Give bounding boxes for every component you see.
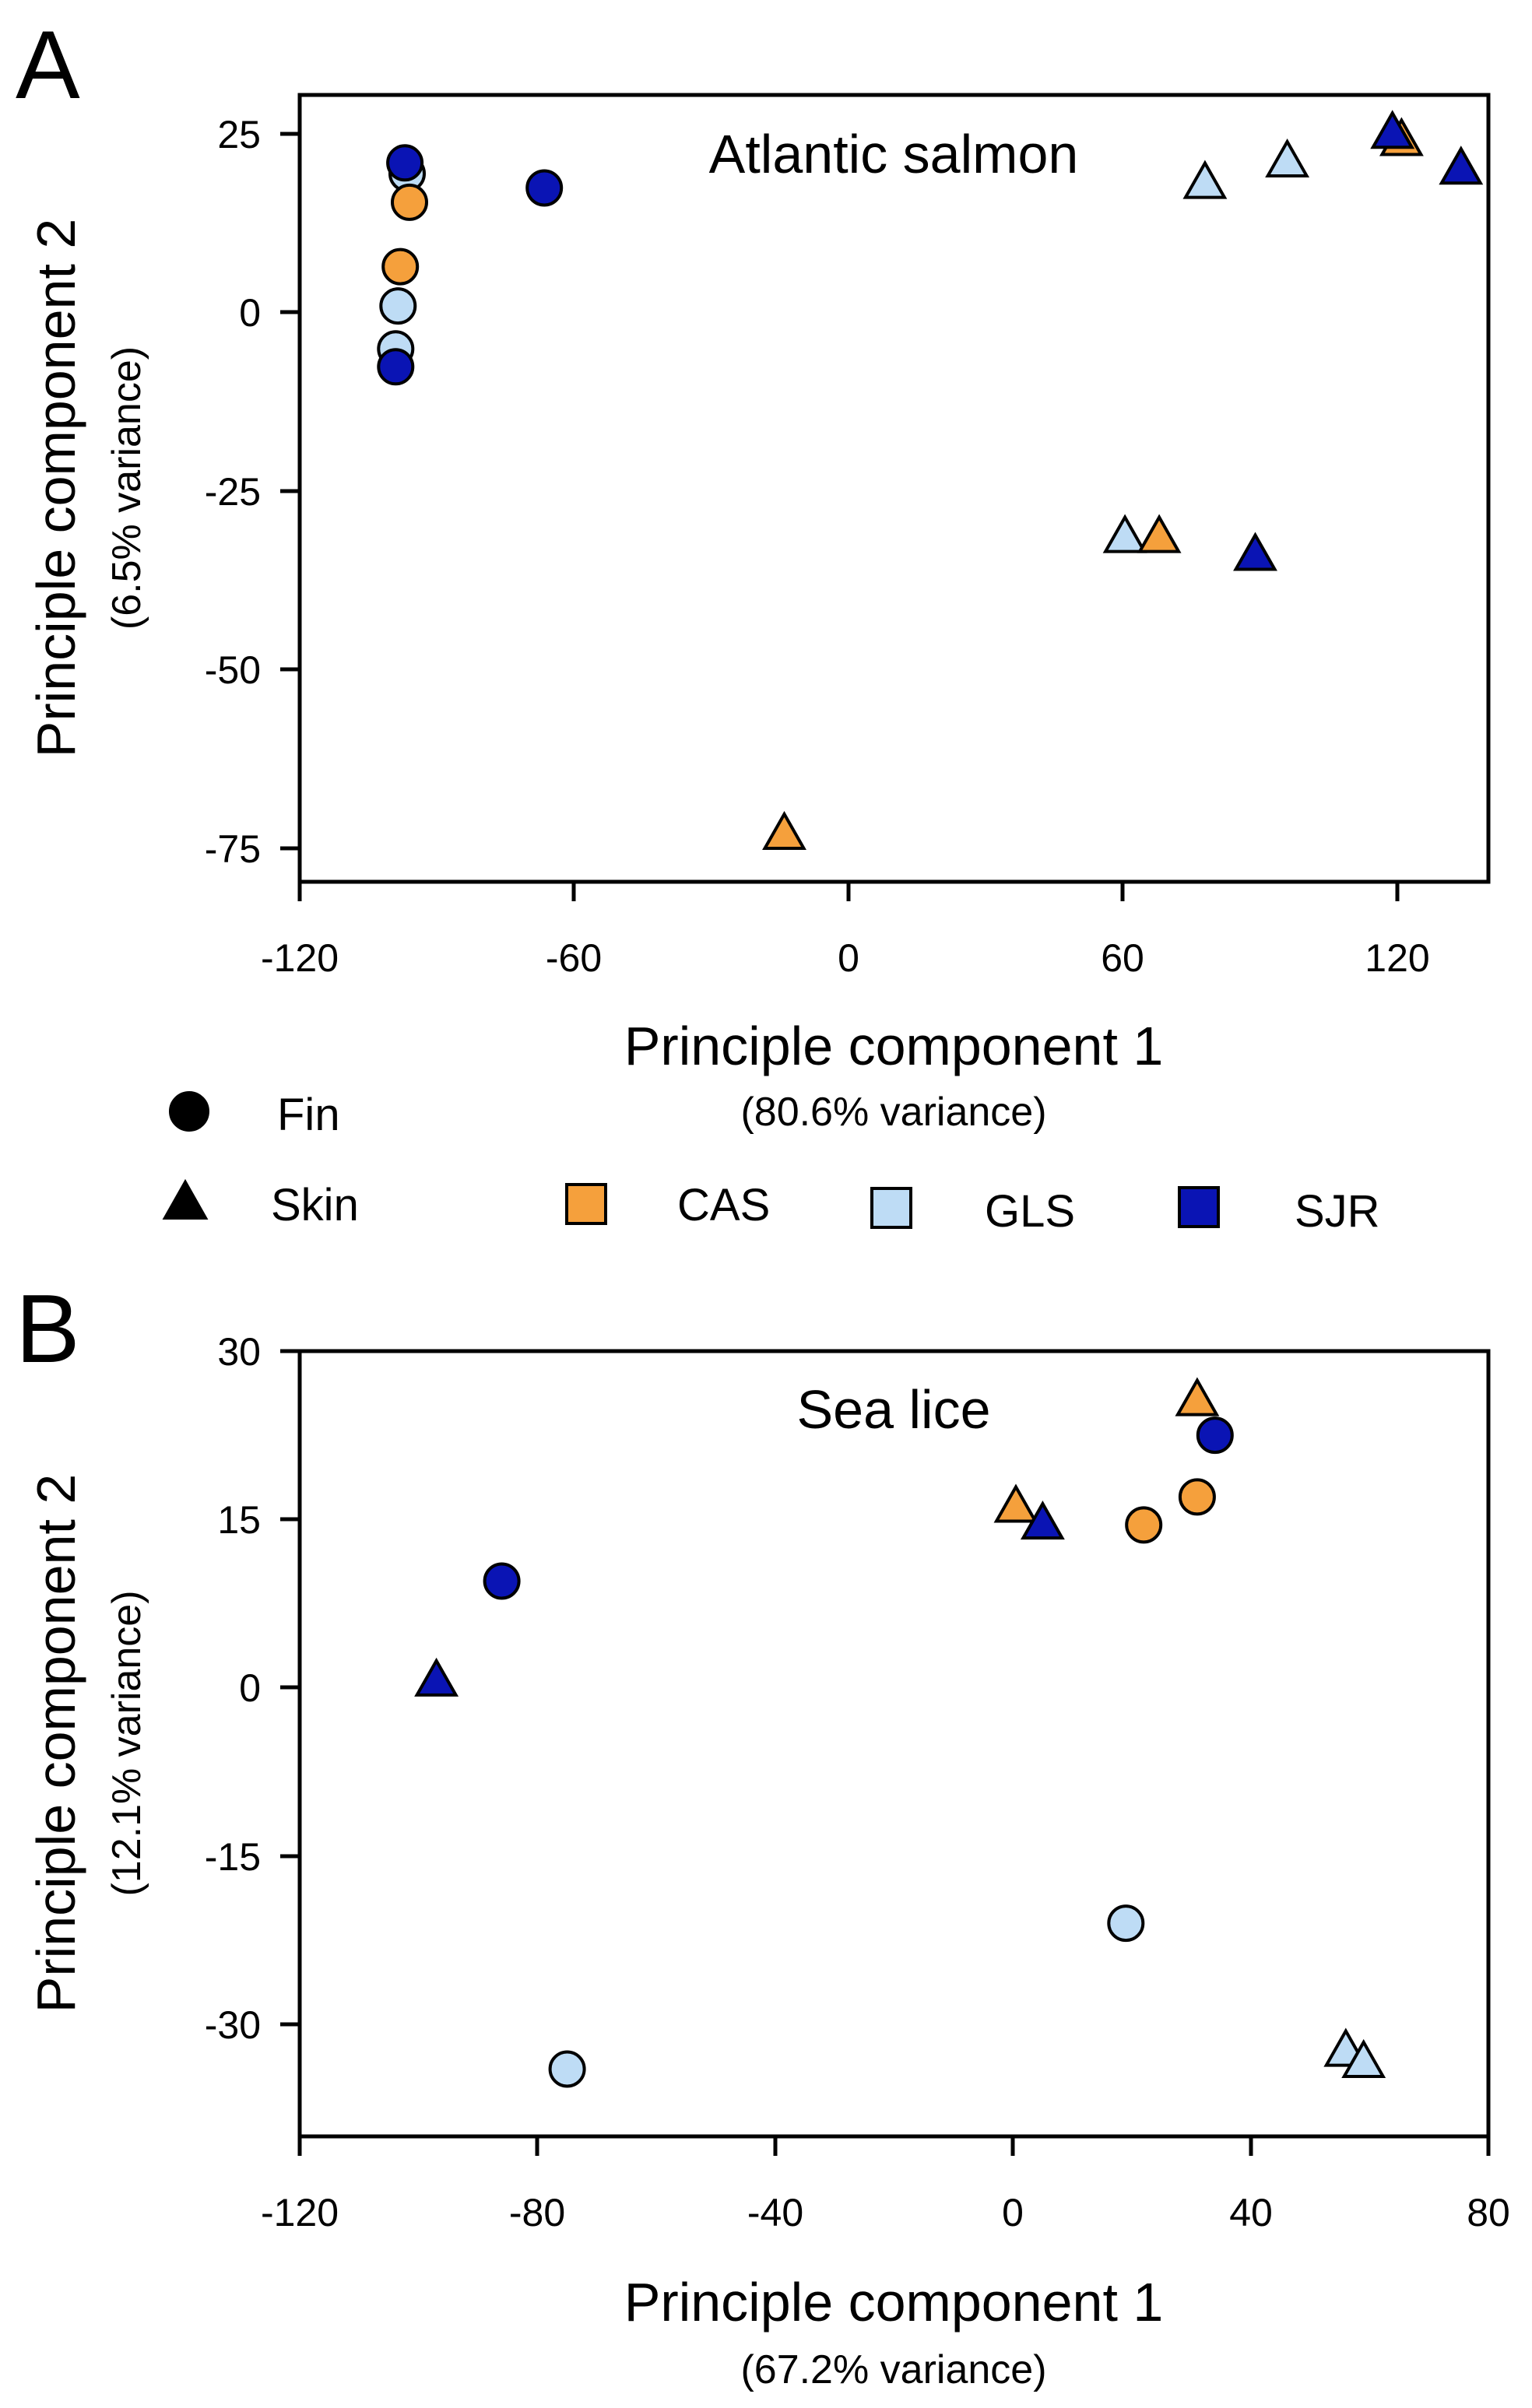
panel-b-y-axis-title: Principle component 2 [26,1474,86,2013]
data-point-fin-sjr [525,169,564,207]
legend-label-gls: GLS [985,1186,1075,1237]
panel-a-y-tick-label: 0 [239,291,261,335]
panel-b-y-tick-label: 15 [217,1498,261,1542]
panel-b: B 30 15 0 -15 -30 -120 -80 -40 0 4 [16,1276,1510,2392]
panel-b-y-tick-label: -30 [205,2003,261,2047]
panel-a-plot-frame [297,93,1491,884]
data-point-fin-sjr [1196,1416,1234,1455]
data-point-skin-gls [1102,514,1147,553]
data-point-skin-sjr [1020,1501,1065,1540]
panel-b-x-ticks: -120 -80 -40 0 40 80 [261,2136,1510,2234]
panel-a: A 25 0 -25 -50 -75 -120 -60 0 60 120 [16,12,1491,1135]
data-point-fin-cas [381,247,420,286]
panel-a-x-tick-label: 0 [838,936,859,980]
data-point-fin-gls [379,287,417,325]
panel-b-plot-frame [297,1349,1491,2139]
panel-b-x-tick-label: 40 [1229,2191,1273,2234]
panel-a-x-axis-subtitle: (80.6% variance) [740,1090,1046,1135]
panel-b-x-tick-label: 0 [1002,2191,1024,2234]
data-point-skin-sjr [1233,532,1277,571]
panel-a-y-ticks: 25 0 -25 -50 -75 [205,113,300,871]
data-point-skin-cas [1175,1377,1220,1416]
panel-a-x-tick-label: 120 [1365,936,1429,980]
panel-b-y-axis-subtitle: (12.1% variance) [104,1590,149,1896]
panel-a-title: Atlantic salmon [709,124,1079,184]
panel-b-x-tick-label: 80 [1467,2191,1510,2234]
data-point-skin-gls [1182,160,1228,199]
legend: Fin Skin CAS GLS SJR [162,1090,1380,1237]
panel-b-x-tick-label: -80 [509,2191,565,2234]
panel-b-x-axis-subtitle: (67.2% variance) [740,2347,1046,2392]
panel-b-y-ticks: 30 15 0 -15 -30 [205,1330,300,2047]
data-point-skin-cas [993,1483,1038,1523]
panel-a-y-tick-label: -25 [205,470,261,514]
legend-label-sjr: SJR [1295,1186,1380,1237]
panel-a-y-axis-subtitle: (6.5% variance) [104,346,149,630]
data-point-fin-cas [1125,1506,1163,1544]
panel-b-x-tick-label: -120 [261,2191,339,2234]
panel-a-x-ticks: -120 -60 0 60 120 [261,882,1430,980]
panel-a-x-axis-title: Principle component 1 [624,1016,1164,1076]
panel-b-letter: B [16,1276,80,1383]
panel-b-x-tick-label: -40 [747,2191,803,2234]
panel-a-letter: A [16,12,80,119]
panel-a-data-points [377,110,1484,850]
legend-label-fin: Fin [277,1090,340,1140]
data-point-fin-cas [1178,1478,1216,1516]
panel-b-data-points [414,1377,1386,2088]
legend-triangle-marker [162,1178,209,1220]
panel-a-y-tick-label: -75 [205,827,261,871]
data-point-skin-gls [1265,138,1310,177]
data-point-skin-sjr [1370,110,1415,149]
panel-a-y-tick-label: 25 [217,113,261,156]
panel-b-y-tick-label: 0 [239,1666,261,1710]
data-point-skin-sjr [414,1657,459,1697]
data-point-fin-cas [391,183,428,221]
panel-b-y-tick-label: -15 [205,1835,261,1879]
data-point-fin-sjr [386,144,424,182]
legend-circle-marker [169,1091,209,1132]
panel-b-x-axis-title: Principle component 1 [624,2272,1164,2333]
data-point-fin-sjr [377,348,415,386]
panel-a-y-tick-label: -50 [205,648,261,692]
data-point-fin-gls [1107,1904,1145,1943]
legend-swatch-gls [870,1187,912,1229]
data-point-skin-sjr [1439,146,1484,185]
legend-label-cas: CAS [677,1180,770,1230]
data-point-fin-gls [548,2050,586,2088]
panel-b-title: Sea lice [796,1379,990,1440]
data-point-skin-cas [762,810,806,850]
panel-a-y-axis-title: Principle component 2 [26,219,86,758]
legend-swatch-sjr [1178,1186,1220,1228]
data-point-fin-sjr [483,1562,521,1600]
panel-b-y-tick-label: 30 [217,1330,261,1374]
legend-swatch-cas [565,1183,607,1225]
panel-a-x-tick-label: -60 [546,936,602,980]
panel-a-x-tick-label: -120 [261,936,339,980]
data-point-skin-cas [1137,514,1182,553]
panel-a-x-tick-label: 60 [1101,936,1144,980]
legend-label-skin: Skin [271,1180,359,1230]
data-point-skin-gls [1341,2038,1386,2078]
